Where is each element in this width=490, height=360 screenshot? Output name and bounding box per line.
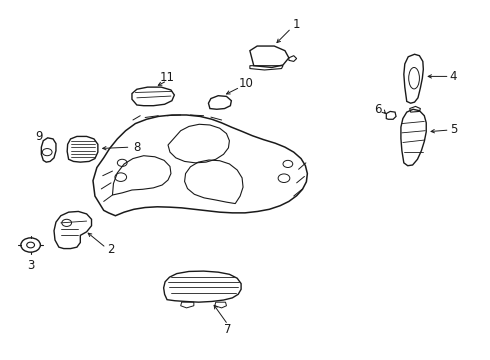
Text: 5: 5	[450, 123, 457, 136]
Text: 8: 8	[133, 141, 141, 154]
Text: 2: 2	[107, 243, 115, 256]
Text: 7: 7	[224, 323, 232, 336]
Text: 3: 3	[27, 258, 34, 271]
Text: 6: 6	[374, 103, 381, 116]
Text: 9: 9	[36, 130, 43, 143]
Text: 1: 1	[293, 18, 300, 31]
Text: 11: 11	[160, 71, 174, 84]
Text: 4: 4	[450, 70, 457, 83]
Text: 10: 10	[239, 77, 253, 90]
